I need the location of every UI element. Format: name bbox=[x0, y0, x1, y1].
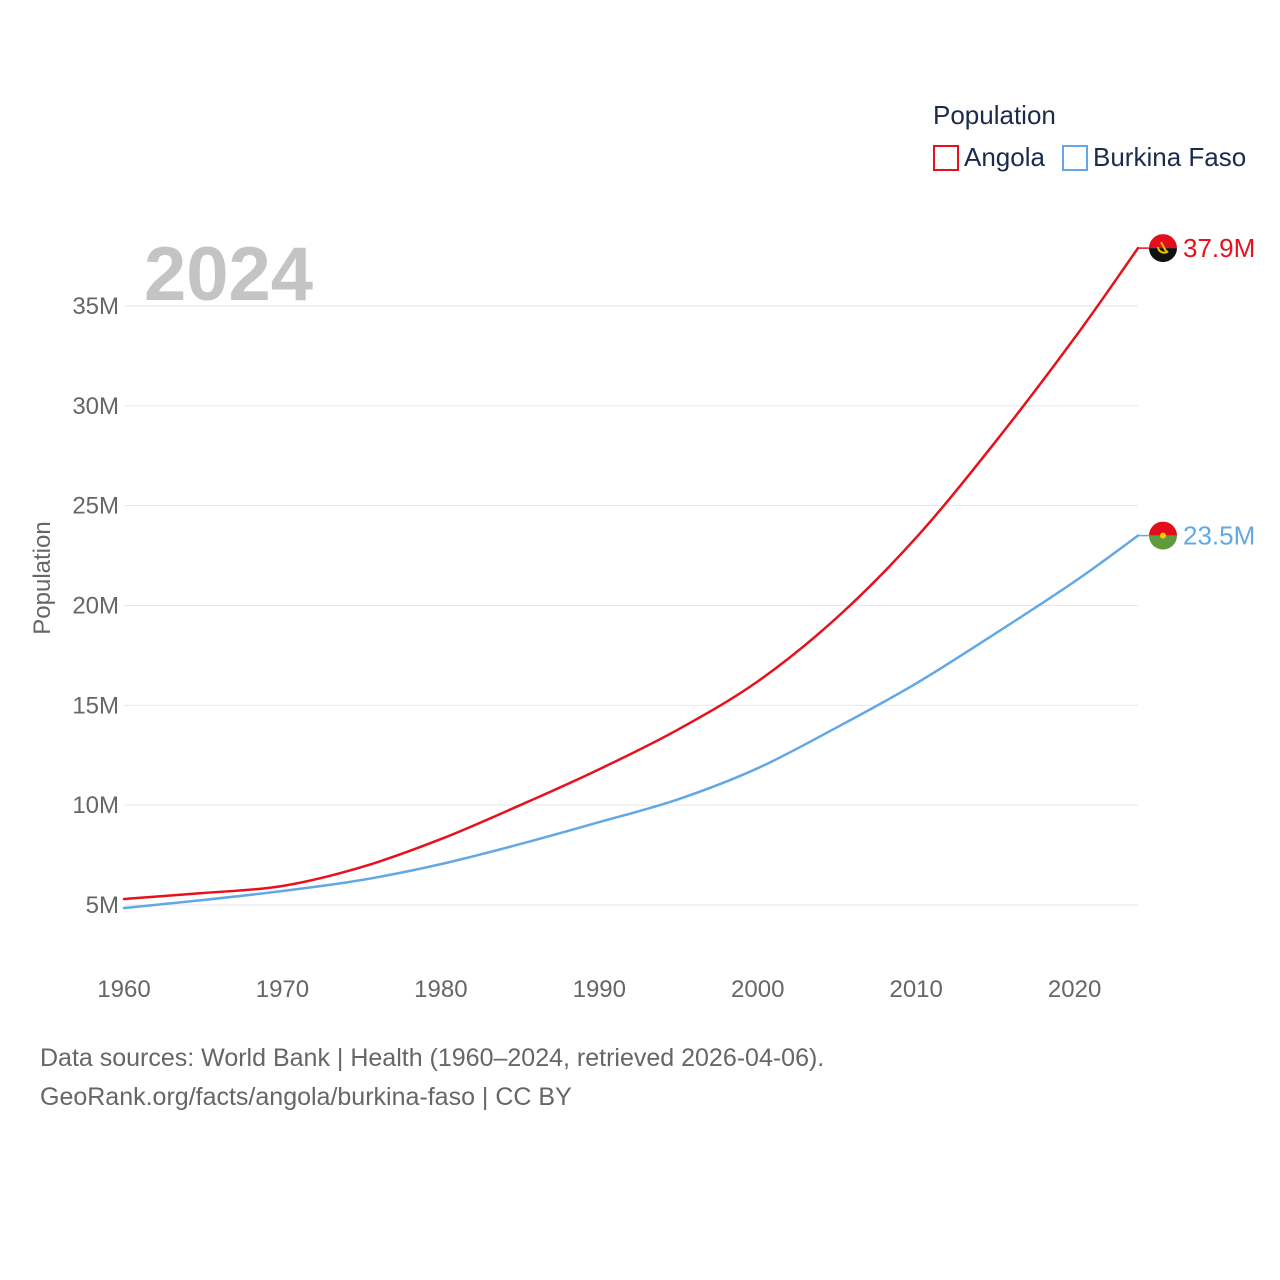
end-label-burkina-faso: 23.5M bbox=[1183, 521, 1255, 551]
legend-title: Population bbox=[933, 100, 1056, 130]
legend-label-burkina-faso[interactable]: Burkina Faso bbox=[1093, 142, 1246, 172]
series-line-angola[interactable] bbox=[122, 246, 1140, 901]
x-tick-label: 1980 bbox=[414, 976, 467, 1003]
legend-swatch-angola[interactable] bbox=[933, 145, 959, 171]
end-label-angola: 37.9M bbox=[1183, 233, 1255, 263]
x-axis-ticks: 1960 1970 1980 1990 2000 2010 2020 bbox=[97, 976, 1101, 1003]
y-tick-label: 20M bbox=[72, 593, 119, 620]
y-tick-label: 15M bbox=[72, 692, 119, 719]
y-axis-title: Population bbox=[29, 521, 56, 634]
source-line-1: Data sources: World Bank | Health (1960–… bbox=[40, 1044, 825, 1072]
x-tick-label: 2010 bbox=[889, 976, 942, 1003]
y-tick-label: 5M bbox=[86, 892, 119, 919]
x-tick-label: 1990 bbox=[573, 976, 626, 1003]
legend: Population Angola Burkina Faso bbox=[933, 100, 1246, 172]
y-tick-label: 25M bbox=[72, 493, 119, 520]
x-tick-label: 1970 bbox=[256, 976, 309, 1003]
series-lines bbox=[122, 246, 1140, 910]
angola-flag-icon bbox=[1149, 234, 1177, 263]
legend-swatch-burkina-faso[interactable] bbox=[1062, 145, 1088, 171]
legend-label-angola[interactable]: Angola bbox=[964, 142, 1045, 172]
gridlines bbox=[124, 305, 1138, 906]
x-tick-label: 2000 bbox=[731, 976, 784, 1003]
y-axis-ticks: 5M 10M 15M 20M 25M 30M 35M bbox=[72, 293, 119, 919]
y-tick-label: 10M bbox=[72, 792, 119, 819]
population-line-chart: 5M 10M 15M 20M 25M 30M 35M 1960 1970 1980 1990 200… bbox=[29, 100, 1255, 1003]
y-tick-label: 35M bbox=[72, 293, 119, 320]
series-line-burkina-faso[interactable] bbox=[122, 534, 1140, 910]
source-line-2[interactable]: GeoRank.org/facts/angola/burkina-faso | … bbox=[40, 1083, 572, 1111]
y-tick-label: 30M bbox=[72, 393, 119, 420]
x-tick-label: 2020 bbox=[1048, 976, 1101, 1003]
x-tick-label: 1960 bbox=[97, 976, 150, 1003]
series-end-markers: 37.9M 23.5M bbox=[1138, 233, 1255, 551]
year-label: 2024 bbox=[144, 232, 313, 317]
burkina-faso-flag-icon bbox=[1149, 521, 1177, 550]
